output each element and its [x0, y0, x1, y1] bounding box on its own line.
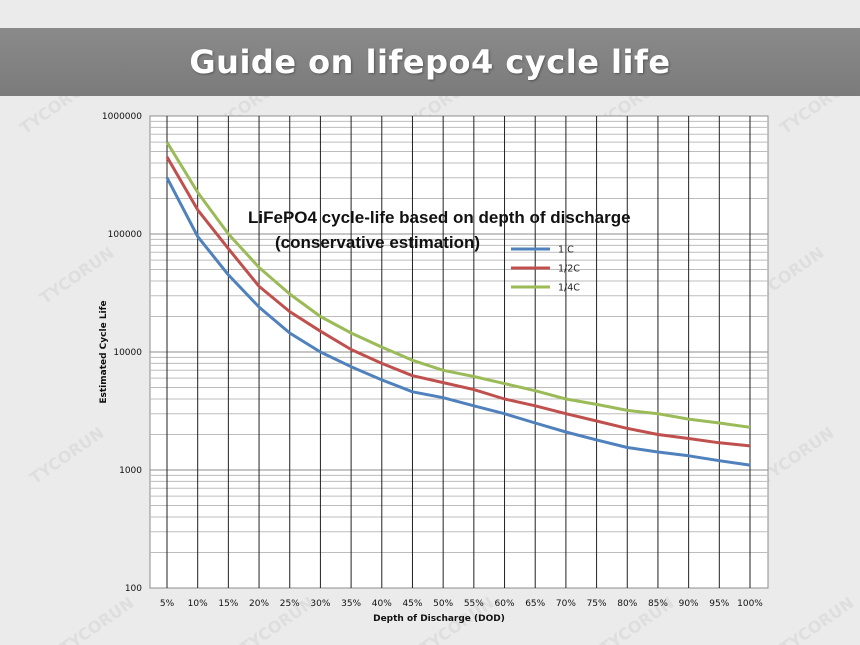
x-tick-label: 40% [372, 599, 392, 609]
y-tick-label: 10000 [113, 348, 142, 358]
chart-subtitle: (conservative estimation) [275, 233, 480, 252]
x-tick-label: 5% [160, 599, 175, 609]
x-tick-label: 55% [464, 599, 484, 609]
title-banner: Guide on lifepo4 cycle life [0, 28, 860, 96]
x-tick-label: 10% [188, 599, 208, 609]
x-axis-ticks: 5% 10% 15% 20% 25% 30% 35% 40% 45% 50% 55% 60% 65% 70… [160, 599, 763, 609]
series-line-1/4C [165, 141, 751, 429]
x-tick-label: 25% [280, 599, 300, 609]
x-tick-label: 60% [495, 599, 515, 609]
watermark-text: TYCORUN [26, 423, 107, 488]
y-axis-title: Estimated Cycle Life [99, 300, 109, 403]
x-tick-label: 35% [341, 599, 361, 609]
watermark-text: TYCORUN [56, 593, 137, 645]
x-tick-label: 50% [433, 599, 453, 609]
y-tick-label: 1000 [119, 466, 142, 476]
vertical-gridlines [166, 116, 751, 588]
x-axis-title: Depth of Discharge (DOD) [373, 614, 505, 624]
x-tick-label: 70% [556, 599, 576, 609]
x-tick-label: 30% [310, 599, 330, 609]
x-tick-label: 15% [218, 599, 238, 609]
x-tick-label: 90% [679, 599, 699, 609]
series-layer [165, 141, 751, 467]
watermark-text: TYCORUN [776, 593, 857, 645]
legend: 1 C 1/2C 1/4C [511, 245, 580, 294]
legend-label: 1/4C [558, 283, 580, 294]
series-line-1 C [165, 177, 751, 467]
y-tick-label: 100000 [108, 230, 143, 240]
y-tick-label: 1000000 [102, 112, 142, 122]
legend-label: 1 C [558, 245, 574, 256]
watermark-text: TYCORUN [36, 243, 117, 308]
x-tick-label: 80% [617, 599, 637, 609]
banner-title: Guide on lifepo4 cycle life [189, 43, 671, 81]
series-line-1/2C [165, 156, 751, 448]
x-tick-label: 95% [709, 599, 729, 609]
x-tick-label: 100% [737, 599, 763, 609]
x-tick-label: 20% [249, 599, 269, 609]
y-axis-ticks: 100 1000 10000 100000 1000000 [102, 112, 142, 594]
x-tick-label: 65% [525, 599, 545, 609]
legend-label: 1/2C [558, 264, 580, 275]
y-tick-label: 100 [125, 584, 142, 594]
x-tick-label: 75% [587, 599, 607, 609]
chart-title: LiFePO4 cycle-life based on depth of dis… [248, 208, 631, 227]
x-tick-label: 85% [648, 599, 668, 609]
x-tick-label: 45% [402, 599, 422, 609]
